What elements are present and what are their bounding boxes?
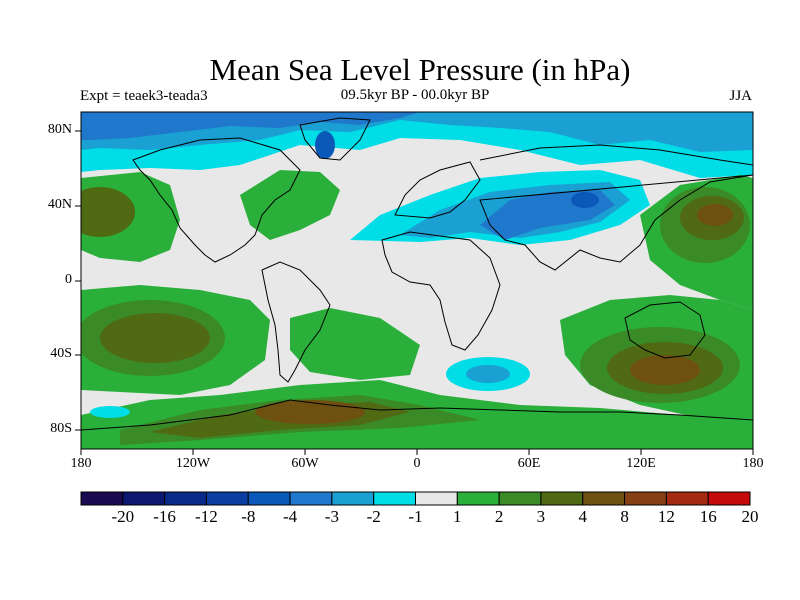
colorbar-swatch: [247, 491, 291, 506]
coast-south-america: [261, 261, 331, 383]
field-neg-asia-core: [571, 192, 599, 208]
season-label: JJA: [729, 88, 752, 104]
lat-label: 0: [65, 272, 72, 287]
colorbar-label: -20: [111, 507, 135, 526]
colorbar-label: 4: [578, 507, 588, 526]
coast-greenland: [299, 117, 371, 161]
experiment-label: Expt = teaek3-teada3: [80, 88, 208, 104]
colorbar-label: -8: [241, 507, 256, 526]
lon-label: 60E: [517, 456, 541, 471]
colorbar-label: 1: [453, 507, 462, 526]
coast-australia: [624, 301, 706, 359]
colorbar-swatch: [498, 491, 542, 506]
colorbar-swatch: [164, 491, 207, 506]
colorbar-label: -1: [408, 507, 423, 526]
colorbar-label: 3: [536, 507, 546, 526]
lon-label: 0: [413, 456, 421, 471]
colorbar-swatch: [415, 491, 458, 506]
colorbar-swatch: [540, 491, 584, 506]
lon-label: 60W: [291, 456, 319, 471]
coast-asia: [479, 144, 753, 271]
field-neg-greenland: [315, 131, 335, 159]
field-pos-southindian-4: [630, 355, 700, 385]
lat-ticks: [75, 130, 81, 431]
colorbar-swatch: [456, 491, 500, 506]
coast-antarctica: [81, 399, 753, 431]
field-pos-southpacific-3: [100, 313, 210, 363]
lat-label: 40N: [47, 197, 72, 212]
map-title: Mean Sea Level Pressure (in hPa): [209, 52, 631, 87]
field-pos-northpacific-2: [81, 187, 135, 237]
period-label: 09.5kyr BP - 00.0kyr BP: [340, 87, 490, 103]
lat-label: 80S: [50, 421, 72, 436]
colorbar-label: 8: [620, 507, 629, 526]
field-neg-southindian-2: [466, 365, 510, 383]
colorbar-swatch: [122, 491, 166, 506]
coast-africa: [381, 231, 501, 351]
colorbar-label: -12: [195, 507, 218, 526]
field-neg-antarctic-spot: [90, 406, 130, 418]
colorbar-swatch: [582, 491, 626, 506]
colorbar-swatch: [624, 491, 667, 506]
colorbar-swatch: [665, 491, 709, 506]
coast-north-america: [132, 137, 301, 263]
colorbar-swatch: [80, 491, 124, 506]
colorbar-label: -2: [366, 507, 381, 526]
colorbar-label: 2: [494, 507, 504, 526]
colorbar-swatch: [373, 491, 417, 506]
colorbar-label: 16: [699, 507, 717, 526]
colorbar-swatch: [289, 491, 333, 506]
lon-label: 120W: [175, 456, 211, 471]
pressure-field: [81, 112, 753, 449]
lon-label: 180: [70, 456, 92, 471]
lat-label: 80N: [47, 122, 72, 137]
lon-label: 180: [742, 456, 764, 471]
colorbar-label: -4: [283, 507, 298, 526]
colorbar-swatch: [707, 491, 751, 506]
lon-label: 120E: [626, 456, 656, 471]
lon-ticks: [80, 449, 754, 455]
colorbar-swatch: [331, 491, 375, 506]
colorbar-label: 12: [657, 507, 675, 526]
coastlines: [81, 117, 753, 431]
coast-europe: [394, 161, 481, 219]
colorbar-label: -3: [324, 507, 339, 526]
field-pos-antarctic-4: [255, 400, 365, 424]
field-pos-northatlantic: [240, 170, 340, 240]
field-pos-southatlantic: [290, 308, 420, 380]
colorbar: [80, 491, 751, 506]
colorbar-swatch: [205, 491, 249, 506]
field-pos-westpacific-4: [697, 204, 733, 226]
colorbar-label: -16: [153, 507, 176, 526]
lat-label: 40S: [50, 346, 72, 361]
colorbar-label: 20: [741, 507, 759, 526]
